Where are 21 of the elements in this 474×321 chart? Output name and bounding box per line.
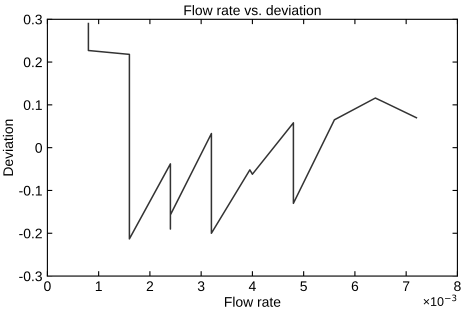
y-tick-label: 0 bbox=[35, 142, 42, 153]
y-tick-label: -0.3 bbox=[19, 271, 42, 282]
x-axis-title: Flow rate bbox=[224, 296, 280, 307]
text: ×10$^{−3}$ bbox=[424, 294, 456, 306]
y-axis-title: Deviation bbox=[2, 120, 14, 176]
y-tick-label: 0.1 bbox=[24, 100, 42, 110]
x-tick-label: 8 bbox=[454, 281, 461, 292]
x-tick-label: 6 bbox=[352, 281, 358, 292]
x-tick-label: 5 bbox=[300, 281, 307, 292]
y-tick-label: -0.2 bbox=[19, 228, 42, 238]
chart-title: Flow rate vs. deviation bbox=[184, 5, 321, 16]
y-tick-label: -0.1 bbox=[19, 186, 42, 196]
x-tick-label: 0 bbox=[44, 281, 51, 292]
line-series bbox=[88, 22, 418, 240]
x-tick-label: 1 bbox=[96, 281, 102, 291]
x-tick-label: 2 bbox=[146, 281, 154, 291]
x-tick-label: 7 bbox=[403, 281, 410, 291]
y-tick-label: 0.2 bbox=[24, 57, 42, 68]
x-tick-label: 3 bbox=[198, 281, 204, 292]
y-tick-label: 0.3 bbox=[24, 14, 42, 24]
x-tick-label: 4 bbox=[248, 281, 256, 291]
